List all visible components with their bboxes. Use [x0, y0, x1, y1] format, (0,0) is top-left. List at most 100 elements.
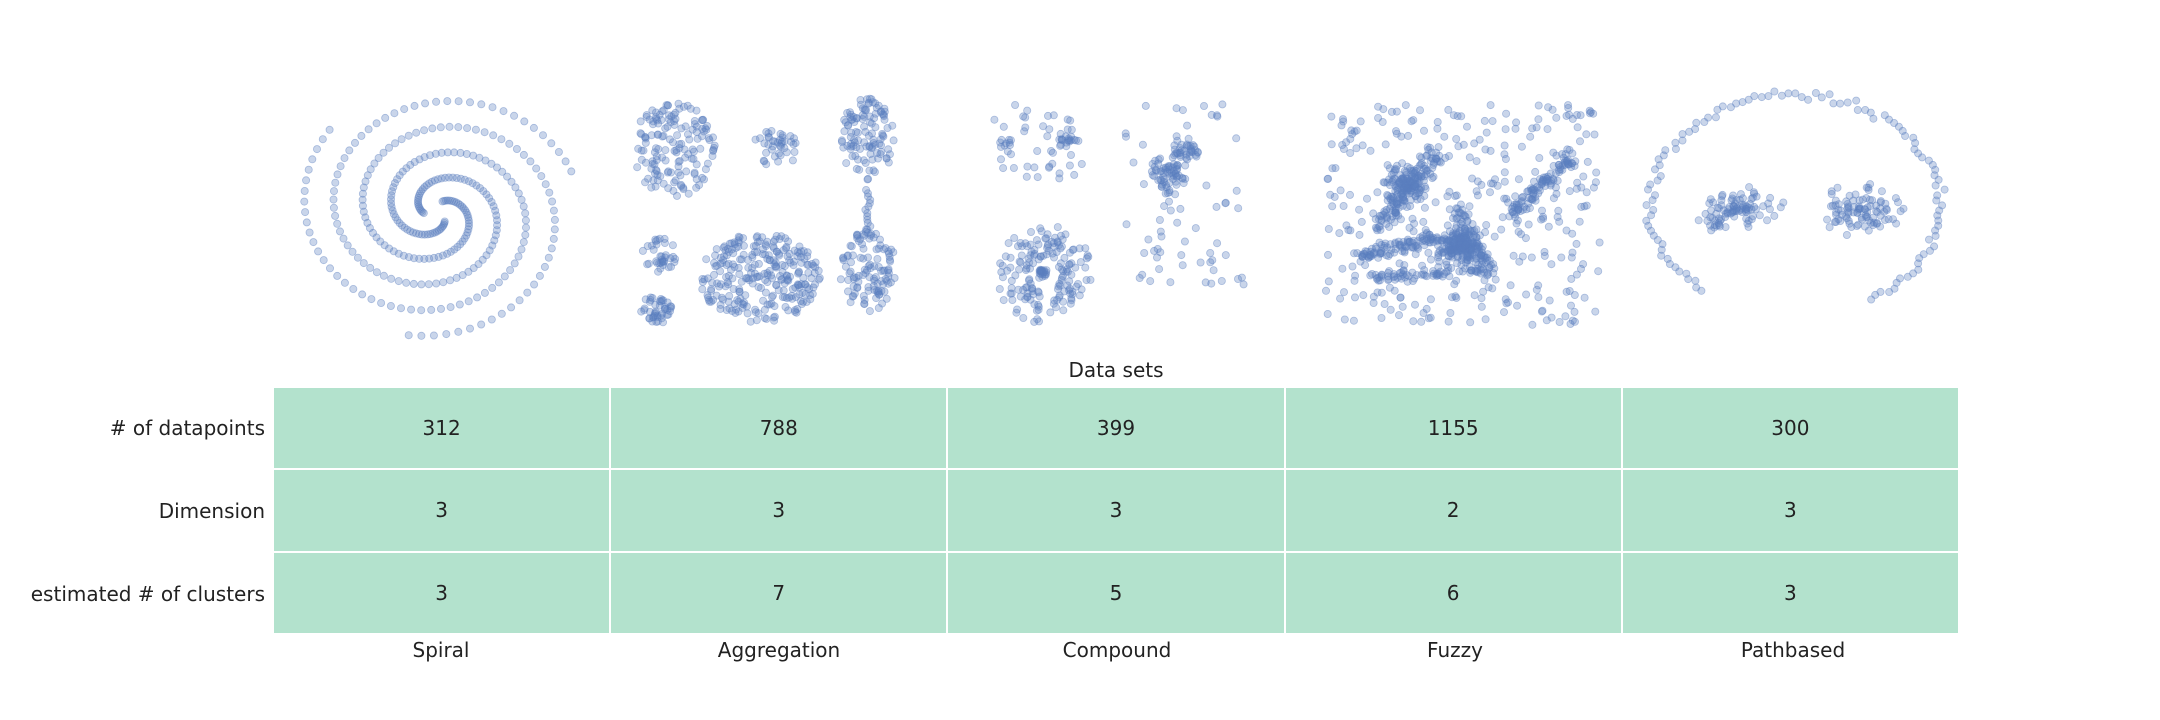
scatter-point: [1456, 200, 1465, 209]
scatter-point: [749, 274, 758, 283]
scatter-point: [768, 142, 777, 151]
scatter-point: [871, 109, 880, 118]
scatter-point: [862, 142, 871, 151]
scatter-point: [844, 275, 853, 284]
scatter-point: [331, 211, 340, 220]
scatter-point: [391, 139, 400, 148]
scatter-point: [1148, 171, 1157, 180]
scatter-point: [1337, 121, 1346, 130]
scatter-point: [739, 300, 748, 309]
scatter-point: [876, 135, 885, 144]
scatter-point: [800, 254, 809, 263]
scatter-point: [1416, 106, 1425, 115]
scatter-point: [801, 280, 810, 289]
scatter-point: [1477, 180, 1486, 189]
scatter-point: [786, 258, 795, 267]
scatter-point: [658, 107, 667, 116]
scatter-point: [873, 288, 882, 297]
scatter-point: [658, 296, 667, 305]
scatter-point: [485, 194, 494, 203]
scatter-point: [1163, 188, 1172, 197]
scatter-point: [1537, 215, 1546, 224]
scatter-point: [1409, 243, 1418, 252]
scatter-point: [667, 168, 676, 177]
scatter-point: [454, 123, 463, 132]
scatter-point: [861, 227, 870, 236]
scatter-point: [1844, 209, 1853, 218]
scatter-point: [763, 278, 772, 287]
scatter-point: [1514, 175, 1523, 184]
scatter-point: [1498, 213, 1507, 222]
scatter-point: [836, 275, 845, 284]
scatter-point: [1444, 266, 1453, 275]
scatter-point: [1589, 109, 1598, 118]
scatter-point: [753, 237, 762, 246]
scatter-point: [703, 122, 712, 131]
thumbnail-fuzzy: [1322, 101, 1604, 329]
scatter-point: [1035, 292, 1044, 301]
scatter-point: [474, 260, 483, 269]
scatter-point: [765, 133, 774, 142]
scatter-point: [646, 307, 655, 316]
scatter-point: [404, 131, 413, 140]
scatter-point: [1032, 306, 1041, 315]
scatter-point: [1007, 289, 1016, 298]
scatter-point: [1420, 164, 1429, 173]
scatter-point: [699, 115, 708, 124]
scatter-point: [772, 281, 781, 290]
scatter-point: [1071, 136, 1080, 145]
scatter-point: [730, 238, 739, 247]
scatter-point: [722, 260, 731, 269]
scatter-point: [1380, 299, 1389, 308]
scatter-point: [802, 297, 811, 306]
scatter-point: [1393, 199, 1402, 208]
scatter-point: [866, 149, 875, 158]
scatter-point: [865, 141, 874, 150]
scatter-point: [1373, 288, 1382, 297]
scatter-point: [672, 148, 681, 157]
scatter-point: [846, 241, 855, 250]
scatter-point: [1356, 117, 1365, 126]
scatter-point: [652, 144, 661, 153]
scatter-point: [1392, 208, 1401, 217]
scatter-point: [716, 304, 725, 313]
scatter-point: [1457, 246, 1466, 255]
scatter-point: [468, 179, 477, 188]
scatter-point: [1427, 148, 1436, 157]
scatter-point: [1711, 113, 1720, 122]
scatter-point: [843, 109, 852, 118]
scatter-point: [810, 268, 819, 277]
scatter-point: [773, 247, 782, 256]
scatter-point: [641, 158, 650, 167]
scatter-point: [1140, 248, 1149, 257]
scatter-point: [651, 308, 660, 317]
scatter-point: [544, 253, 553, 262]
scatter-point: [387, 202, 396, 211]
scatter-point: [877, 107, 886, 116]
scatter-point: [1324, 174, 1333, 183]
scatter-point: [1757, 93, 1766, 102]
scatter-point: [863, 95, 872, 104]
scatter-point: [1164, 162, 1173, 171]
scatter-point: [1154, 155, 1163, 164]
scatter-point: [659, 131, 668, 140]
scatter-point: [884, 145, 893, 154]
scatter-point: [1346, 134, 1355, 143]
scatter-point: [437, 148, 446, 157]
scatter-point: [415, 189, 424, 198]
scatter-point: [482, 251, 491, 260]
scatter-point: [1466, 266, 1475, 275]
scatter-point: [763, 271, 772, 280]
scatter-point: [716, 300, 725, 309]
scatter-point: [1398, 192, 1407, 201]
scatter-point: [719, 256, 728, 265]
scatter-point: [999, 296, 1008, 305]
scatter-point: [1150, 246, 1159, 255]
scatter-point: [1671, 138, 1680, 147]
scatter-point: [1540, 247, 1549, 256]
scatter-point: [1026, 240, 1035, 249]
scatter-point: [1339, 201, 1348, 210]
scatter-point: [1057, 242, 1066, 251]
scatter-point: [384, 143, 393, 152]
scatter-point: [358, 290, 367, 299]
